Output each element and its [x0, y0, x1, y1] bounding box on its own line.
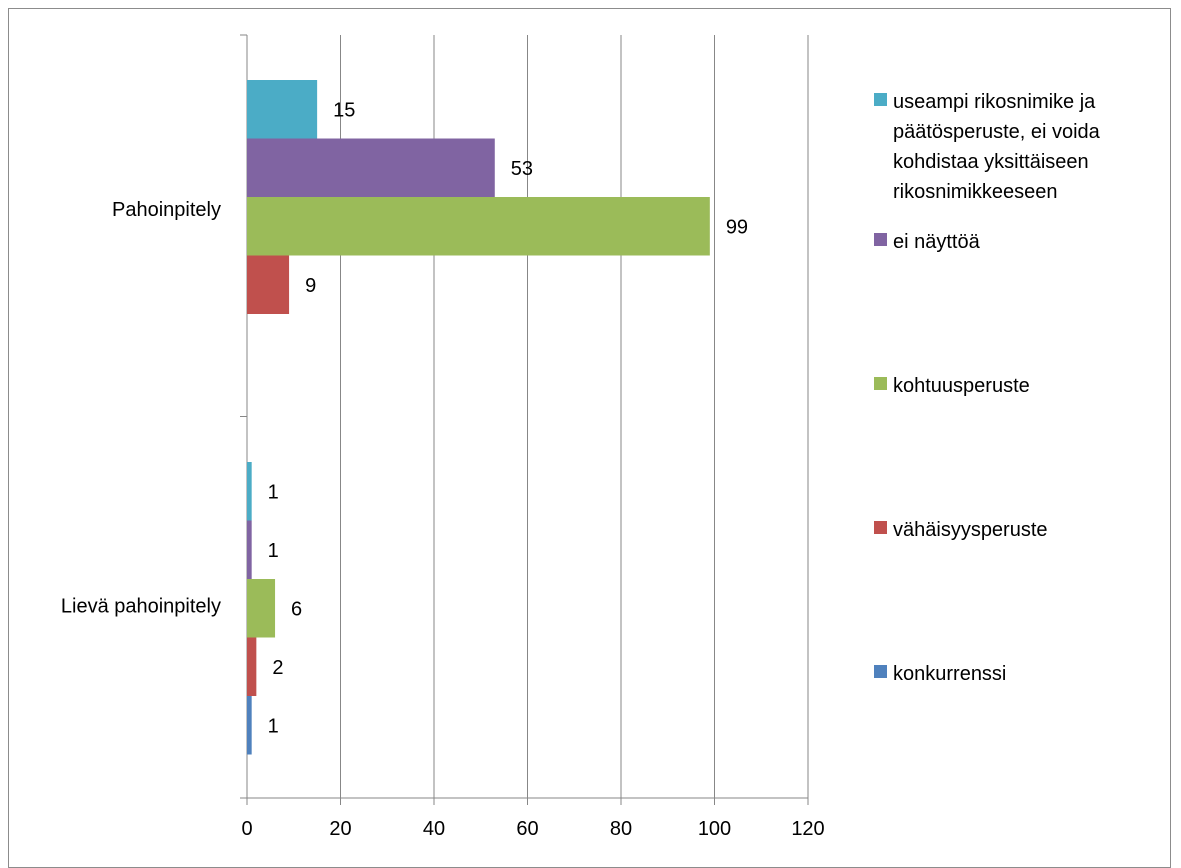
- bar: [247, 255, 290, 314]
- bar: [247, 637, 257, 696]
- data-label: 1: [268, 481, 279, 503]
- legend-label: ei näyttöä: [893, 231, 980, 253]
- bar: [247, 520, 252, 579]
- bar: [247, 579, 276, 638]
- data-label: 6: [291, 598, 302, 620]
- data-label: 2: [272, 657, 283, 679]
- bar: [247, 696, 252, 755]
- legend-label: vähäisyysperuste: [893, 519, 1048, 541]
- legend-item: konkurrenssi: [874, 659, 1155, 689]
- legend-item: vähäisyysperuste: [874, 515, 1155, 545]
- bar: [247, 197, 710, 256]
- x-tick-label: 0: [241, 818, 252, 840]
- legend-swatch: [874, 233, 887, 246]
- x-tick-label: 20: [329, 818, 351, 840]
- data-label: 9: [305, 275, 316, 297]
- legend-item: useampi rikosnimike ja päätösperuste, ei…: [874, 87, 1155, 207]
- x-tick-label: 80: [610, 818, 632, 840]
- data-label: 53: [511, 158, 533, 180]
- bar: [247, 462, 252, 521]
- category-label: Pahoinpitely: [112, 199, 221, 221]
- legend-swatch: [874, 377, 887, 390]
- legend-label: kohtuusperuste: [893, 375, 1030, 397]
- x-tick-label: 40: [423, 818, 445, 840]
- data-label: 1: [268, 715, 279, 737]
- legend-label: useampi rikosnimike ja päätösperuste, ei…: [893, 91, 1100, 203]
- data-label: 1: [268, 540, 279, 562]
- legend-swatch: [874, 665, 887, 678]
- data-label: 15: [333, 99, 355, 121]
- bar: [247, 80, 318, 139]
- data-label: 99: [726, 216, 748, 238]
- legend-item: kohtuusperuste: [874, 371, 1155, 401]
- x-tick-label: 60: [516, 818, 538, 840]
- legend-swatch: [874, 521, 887, 534]
- chart-frame: [8, 8, 1171, 868]
- x-tick-label: 120: [791, 818, 824, 840]
- legend-swatch: [874, 93, 887, 106]
- x-tick-label: 100: [698, 818, 731, 840]
- bar: [247, 138, 495, 197]
- category-label: Lievä pahoinpitely: [61, 596, 221, 618]
- legend-item: ei näyttöä: [874, 227, 1155, 257]
- legend-label: konkurrenssi: [893, 663, 1007, 685]
